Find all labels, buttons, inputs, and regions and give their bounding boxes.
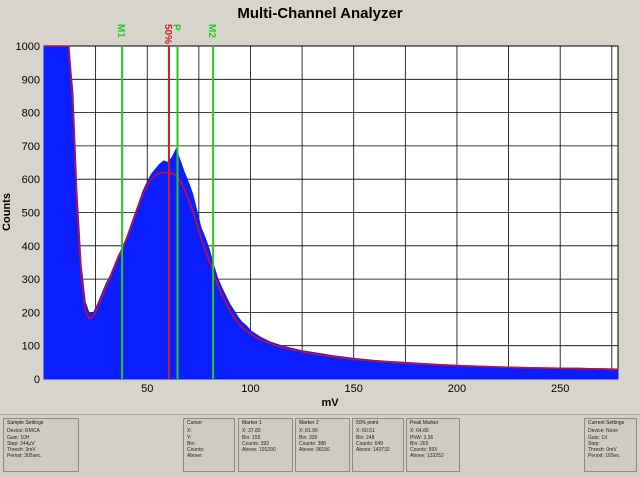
current-settings-line: Step: bbox=[588, 440, 600, 447]
y-axis-ticks: 0 100 200 300 400 500 600 700 800 900 1000 bbox=[16, 41, 40, 386]
marker1-line: Counts: 393 bbox=[242, 440, 269, 447]
y-tick-label: 400 bbox=[22, 241, 40, 253]
marker1-title: Marker 1 bbox=[242, 420, 262, 426]
cursor-title: Cursor bbox=[187, 420, 203, 426]
sample-settings-box: Sample Settings Device: RMCA Gain: 10H S… bbox=[3, 418, 79, 472]
fit-curve bbox=[44, 45, 619, 371]
x-tick-label: 150 bbox=[345, 383, 363, 395]
sample-settings-line: Thresh: 3mV bbox=[7, 447, 36, 454]
point50-line: Bin: 248 bbox=[356, 434, 375, 441]
y-tick-label: 700 bbox=[22, 141, 40, 153]
point50-box: 50% point X: 60.51 Bin: 248 Counts: 649 … bbox=[352, 418, 404, 472]
peak-marker-box: Peak Marker X: 64.66 PhW: 3.36 Bin: 265 … bbox=[406, 418, 460, 472]
cursor-line: Counts: bbox=[187, 447, 205, 454]
marker1-line: Bin: 155 bbox=[242, 434, 261, 441]
cursor-line: Bin: bbox=[187, 440, 196, 447]
cursor-box: Cursor X: Y: Bin: Counts: Above: bbox=[183, 418, 235, 472]
peak-marker-title: Peak Marker bbox=[410, 420, 439, 426]
marker-label: M2 bbox=[206, 24, 217, 38]
y-axis-title: Counts bbox=[1, 193, 13, 231]
peak-marker-line: X: 64.66 bbox=[410, 428, 429, 435]
point50-title: 50% point bbox=[356, 420, 379, 426]
marker2-line: Counts: 388 bbox=[299, 440, 326, 447]
series-layer bbox=[43, 45, 619, 380]
marker1-line: Above: 191290 bbox=[242, 447, 276, 454]
marker-label: 50% bbox=[162, 24, 173, 44]
marker2-line: Above: 96156 bbox=[299, 447, 330, 454]
sample-settings-line: Device: RMCA bbox=[7, 428, 40, 435]
x-tick-label: 250 bbox=[551, 383, 569, 395]
grid-lines bbox=[44, 46, 618, 379]
y-tick-label: 1000 bbox=[16, 41, 40, 53]
marker2-box: Marker 2 X: 81.90 Bin: 336 Counts: 388 A… bbox=[295, 418, 350, 472]
current-settings-title: Current Settings bbox=[588, 420, 625, 426]
chart-title: Multi-Channel Analyzer bbox=[237, 5, 402, 22]
point50-line: X: 60.51 bbox=[356, 428, 375, 435]
x-tick-label: 50 bbox=[141, 383, 153, 395]
current-settings-line: Period: 10Sec. bbox=[588, 453, 621, 460]
current-settings-line: Gain: 1X bbox=[588, 434, 608, 441]
markers-layer: M1 50%P M2 bbox=[115, 24, 217, 379]
sample-settings-line: Step: 244µV bbox=[7, 440, 35, 447]
marker1-box: Marker 1 X: 37.82 Bin: 155 Counts: 393 A… bbox=[238, 418, 293, 472]
y-tick-label: 900 bbox=[22, 74, 40, 86]
marker1-line: X: 37.82 bbox=[242, 428, 261, 435]
peak-marker-line: Bin: 265 bbox=[410, 440, 429, 447]
peak-marker-line: Above: 133252 bbox=[410, 453, 444, 460]
y-tick-label: 100 bbox=[22, 341, 40, 353]
marker-label: M1 bbox=[115, 24, 126, 38]
current-settings-box: Current Settings Device: None Gain: 1X S… bbox=[584, 418, 637, 472]
peak-marker-line: PhW: 3.36 bbox=[410, 434, 434, 441]
current-settings-line: Device: None bbox=[588, 428, 619, 435]
y-tick-label: 300 bbox=[22, 274, 40, 286]
cursor-line: Y: bbox=[187, 434, 192, 441]
y-tick-label: 500 bbox=[22, 208, 40, 220]
status-panel: Sample Settings Device: RMCA Gain: 10H S… bbox=[0, 414, 640, 477]
y-tick-label: 600 bbox=[22, 174, 40, 186]
marker-label: P bbox=[171, 24, 182, 31]
x-axis-title: mV bbox=[321, 397, 339, 409]
sample-settings-title: Sample Settings bbox=[7, 420, 44, 426]
marker2-line: Bin: 336 bbox=[299, 434, 318, 441]
sample-settings-line: Period: 305sec. bbox=[7, 453, 42, 460]
marker2-title: Marker 2 bbox=[299, 420, 319, 426]
point50-line: Counts: 649 bbox=[356, 440, 383, 447]
y-tick-label: 800 bbox=[22, 108, 40, 120]
marker2-line: X: 81.90 bbox=[299, 428, 318, 435]
y-tick-label: 0 bbox=[34, 374, 40, 386]
current-settings-line: Thresh: 0mV bbox=[588, 447, 617, 454]
y-tick-label: 200 bbox=[22, 307, 40, 319]
spectrum-chart[interactable]: Multi-Channel Analyzer M1 50%P M2 0 100 200 3… bbox=[0, 0, 640, 412]
cursor-line: Above: bbox=[187, 453, 203, 460]
peak-marker-line: Counts: 593 bbox=[410, 447, 437, 454]
x-axis-ticks: 50 100 150 200 250 bbox=[141, 383, 569, 395]
point50-line: Above: 143732 bbox=[356, 447, 390, 454]
sample-settings-line: Gain: 10H bbox=[7, 434, 30, 441]
cursor-line: X: bbox=[187, 428, 192, 435]
x-tick-label: 200 bbox=[448, 383, 466, 395]
x-tick-label: 100 bbox=[241, 383, 259, 395]
